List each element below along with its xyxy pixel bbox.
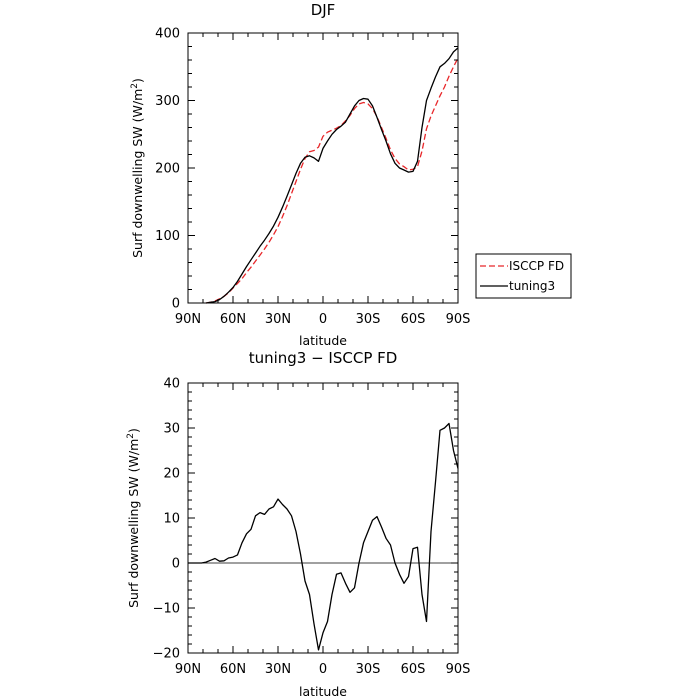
top-y-tick-label: 200 xyxy=(155,162,180,177)
bottom-series-line-difference xyxy=(188,422,459,651)
bottom-y-tick-label: 30 xyxy=(163,422,180,437)
legend-label-tuning3: tuning3 xyxy=(509,279,555,293)
bottom-x-tick-label: 60S xyxy=(401,662,426,677)
top-x-tick-label: 0 xyxy=(319,312,327,327)
top-y-axis-label: Surf downwelling SW (W/m2) xyxy=(130,78,145,258)
bottom-chart-title: tuning3 − ISCCP FD xyxy=(249,349,398,367)
legend-label-isccp-fd: ISCCP FD xyxy=(509,259,564,273)
bottom-y-tick-label: 20 xyxy=(163,467,180,482)
top-chart-panel: DJF 0 100 200 300 400 90N 60N 30N 0 30S 60S 90S la… xyxy=(130,1,572,348)
top-x-tick-label: 60N xyxy=(220,312,246,327)
bottom-chart-panel: tuning3 − ISCCP FD −20 −10 0 10 20 30 40 90N 60… xyxy=(126,349,470,699)
bottom-x-tick-label: 30S xyxy=(356,662,381,677)
bottom-x-ticks: 90N 60N 30N 0 30S 60S 90S xyxy=(175,383,471,677)
top-chart-title: DJF xyxy=(311,1,336,19)
top-x-tick-label: 90N xyxy=(175,312,201,327)
top-y-ticks: 0 100 200 300 400 xyxy=(155,27,458,312)
bottom-y-tick-label: 40 xyxy=(163,377,180,392)
top-x-tick-label: 30S xyxy=(356,312,381,327)
bottom-y-tick-label: 10 xyxy=(163,512,180,527)
top-y-tick-label: 400 xyxy=(155,27,180,42)
top-x-axis-label: latitude xyxy=(299,333,347,348)
top-plot-frame xyxy=(187,32,459,304)
bottom-x-tick-label: 90N xyxy=(175,662,201,677)
bottom-plot-frame xyxy=(187,382,459,654)
bottom-plot-area xyxy=(188,422,459,651)
bottom-x-tick-label: 60N xyxy=(220,662,246,677)
top-series-line-tuning3 xyxy=(205,47,459,304)
bottom-y-tick-label: −10 xyxy=(153,602,180,617)
top-plot-area xyxy=(205,47,459,304)
top-x-tick-label: 60S xyxy=(401,312,426,327)
bottom-y-tick-label: 0 xyxy=(172,557,180,572)
top-x-tick-label: 90S xyxy=(446,312,471,327)
bottom-y-ticks: −20 −10 0 10 20 30 40 xyxy=(153,377,458,662)
bottom-y-axis-label: Surf downwelling SW (W/m2) xyxy=(126,428,141,608)
legend-box xyxy=(475,253,572,299)
bottom-x-tick-label: 0 xyxy=(319,662,327,677)
top-y-tick-label: 100 xyxy=(155,229,180,244)
bottom-x-tick-label: 30N xyxy=(265,662,291,677)
top-y-tick-label: 0 xyxy=(172,297,180,312)
bottom-x-axis-label: latitude xyxy=(299,684,347,699)
top-series-line-isccp-fd xyxy=(205,57,459,304)
bottom-x-tick-label: 90S xyxy=(446,662,471,677)
top-y-tick-label: 300 xyxy=(155,94,180,109)
bottom-y-tick-label: −20 xyxy=(153,647,180,662)
legend: ISCCP FD tuning3 xyxy=(475,253,572,299)
top-x-ticks: 90N 60N 30N 0 30S 60S 90S xyxy=(175,33,471,327)
top-x-tick-label: 30N xyxy=(265,312,291,327)
